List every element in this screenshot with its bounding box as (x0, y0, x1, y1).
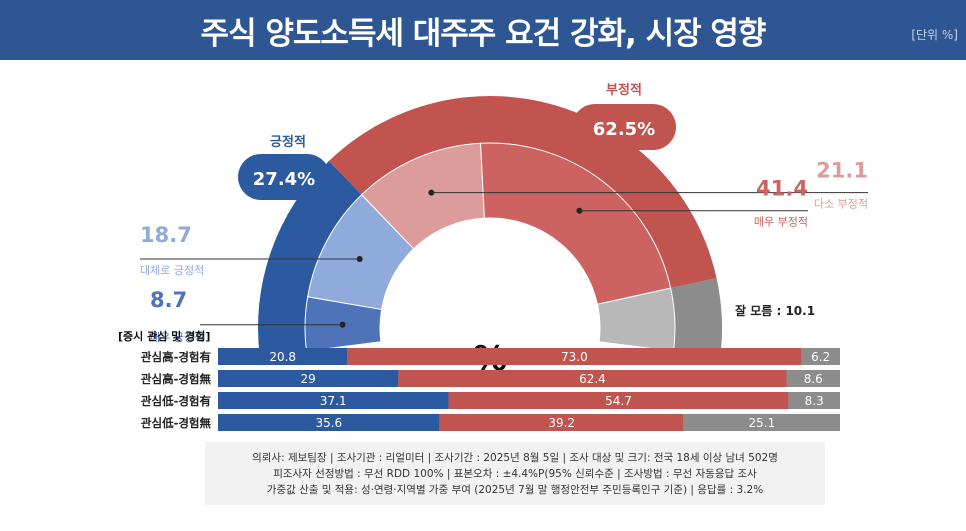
center-percent-sign: % (473, 339, 507, 379)
inner-ring-매우-부정적 (480, 142, 672, 305)
slice-value-매우-부정적: 41.4 (756, 177, 808, 201)
inner-ring-잘-모름 (596, 287, 676, 352)
group-label-잘-모름: 잘 모름 : 10.1 (735, 303, 815, 318)
slice-name-대체로-긍정적: 대체로 긍정적 (140, 264, 204, 277)
footnote-line-1: 의뢰사: 제보팀장 | 조사기관 : 리얼미터 | 조사기간 : 2025년 8… (252, 452, 778, 464)
page-title: 주식 양도소득세 대주주 요건 강화, 시장 영향 (200, 16, 767, 52)
footnote-line-2: 피조사자 선정방법 : 무선 RDD 100% | 표본오차 : ±4.4%P(… (273, 468, 757, 480)
header-bar: 주식 양도소득세 대주주 요건 강화, 시장 영향 [단위 %] (0, 0, 966, 60)
slice-value-대체로-긍정적: 18.7 (140, 223, 192, 247)
group-name-긍정적: 긍정적 (270, 134, 306, 150)
group-name-부정적: 부정적 (606, 82, 642, 98)
footnote-line-3: 가중값 산출 및 적용: 성·연령·지역별 가중 부여 (2025년 7월 말 … (266, 484, 764, 496)
group-pill-부정적 (572, 104, 676, 150)
slice-value-매우-긍정적: 8.7 (150, 288, 187, 312)
group-pct-긍정적: 27.4% (253, 169, 315, 190)
unit-label: [단위 %] (911, 28, 958, 42)
donut-chart: % 8.7 매우 긍정적 18.7 대체로 긍정적 21.1 다소 부정적 41.4 매우 부정… (140, 82, 868, 379)
group-pill-긍정적 (238, 154, 330, 200)
slice-name-매우-긍정적: 매우 긍정적 (150, 331, 204, 344)
slice-value-다소-부정적: 21.1 (816, 159, 868, 183)
group-pct-부정적: 62.5% (593, 119, 655, 140)
survey-footnote: 의뢰사: 제보팀장 | 조사기관 : 리얼미터 | 조사기간 : 2025년 8… (205, 442, 825, 505)
slice-name-다소-부정적: 다소 부정적 (814, 198, 868, 211)
slice-name-매우-부정적: 매우 부정적 (754, 216, 808, 229)
